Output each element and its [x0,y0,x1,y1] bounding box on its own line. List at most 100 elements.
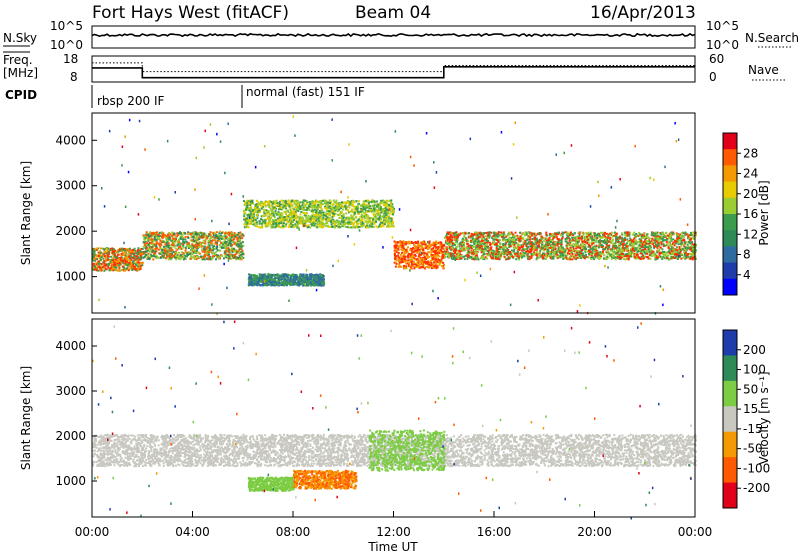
range-cell [229,255,232,258]
range-cell [239,247,242,250]
range-cell [92,266,95,269]
range-cell [398,245,401,248]
range-cell [116,261,119,263]
range-cell [646,250,649,253]
range-cell [326,207,329,210]
range-cell [215,231,218,234]
range-cell [366,210,369,212]
range-cell [627,231,630,234]
range-cell [408,242,411,245]
range-cell [282,199,285,202]
nsearch-ytick-low: 10^0 [706,38,739,52]
range-cell [672,232,675,235]
range-cell [370,201,373,204]
range-cell [245,224,248,227]
range-cell [225,256,227,259]
range-cell [197,242,199,245]
range-cell [348,211,350,214]
range-cell [150,238,153,241]
range-cell [184,236,187,239]
range-cell [264,204,267,207]
range-cell [423,267,426,270]
range-cell [363,202,365,205]
range-cell [397,247,400,250]
range-cell [176,240,179,243]
range-cell [191,244,194,247]
range-cell [525,244,528,247]
range-cell [207,240,210,243]
range-cell [372,218,375,221]
range-cell [415,247,418,249]
range-cell [357,212,360,215]
range-cell [155,245,158,248]
range-cell [227,250,230,253]
range-cell [119,263,122,266]
range-cell [202,235,205,238]
range-cell [179,237,182,240]
range-cell [590,256,592,259]
range-cell [152,258,155,261]
range-cell [310,204,313,207]
range-cell [224,255,227,258]
range-cell [251,213,253,216]
range-cell [593,237,596,240]
range-cell [547,244,549,247]
range-cell [304,213,307,215]
range-cell [243,218,245,221]
range-cell [552,234,555,237]
range-cell [334,208,337,210]
range-cell [378,223,381,226]
range-cell [304,215,307,218]
range-cell [251,211,254,213]
range-cell [279,216,281,219]
range-cell [373,210,376,213]
range-cell [294,223,297,226]
range-cell [427,247,430,249]
range-cell [626,242,628,245]
range-cell [574,256,577,259]
range-cell [205,246,208,249]
range-cell [255,199,258,202]
range-cell [666,238,669,241]
range-cell [428,242,431,245]
range-cell [335,224,338,227]
range-cell [332,214,334,216]
range-cell [431,257,434,260]
range-cell [287,199,290,202]
range-cell [333,213,336,216]
range-cell [159,256,162,259]
range-cell [241,249,244,252]
range-cell [409,265,412,268]
range-cell [196,251,199,254]
range-cell [244,216,247,219]
range-cell [341,211,343,214]
range-cell [401,246,404,249]
range-cell [141,247,144,250]
range-cell [103,269,106,272]
range-cell [440,258,443,261]
range-cell [400,243,403,246]
range-cell [349,202,352,205]
range-cell [320,206,322,209]
range-cell [541,236,544,239]
range-cell [350,218,353,221]
range-cell [257,208,259,210]
range-cell [395,248,398,251]
range-cell [187,254,189,256]
range-cell [411,255,414,258]
range-cell [211,243,214,246]
range-cell [371,204,374,207]
range-cell [507,233,510,235]
range-cell [365,200,368,202]
range-cell [569,251,572,254]
range-cell [296,199,299,202]
range-cell [199,243,202,246]
range-cell [105,258,108,261]
range-cell [414,266,417,269]
range-cell [251,220,254,223]
range-cell [565,257,568,260]
range-cell [274,200,277,203]
range-cell [426,246,428,249]
range-cell [412,264,414,267]
range-cell [197,234,200,237]
